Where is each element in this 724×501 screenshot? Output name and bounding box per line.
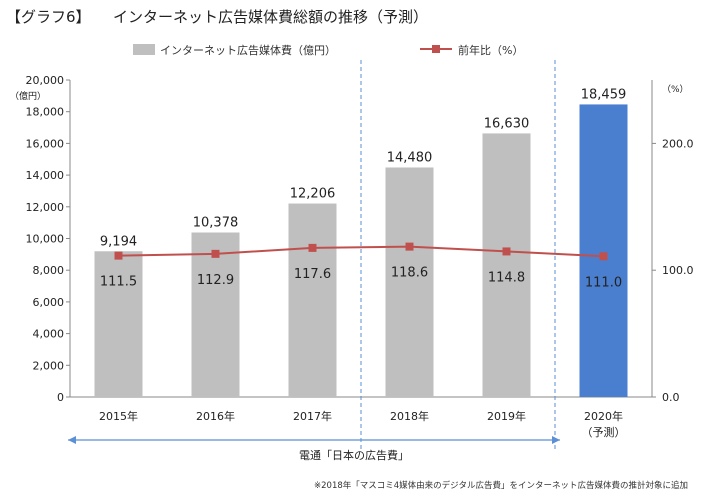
y-left-tick-label: 8,000 bbox=[33, 264, 65, 277]
bar bbox=[94, 251, 143, 397]
category-sublabel: （予測） bbox=[582, 425, 626, 439]
bar-value-label: 9,194 bbox=[100, 234, 137, 249]
yoy-value-label: 118.6 bbox=[391, 266, 428, 281]
bar bbox=[482, 133, 531, 398]
y-right-tick-label: 100.0 bbox=[662, 264, 694, 277]
legend-line-marker bbox=[432, 45, 440, 53]
y-left-tick-label: 4,000 bbox=[33, 328, 65, 341]
yoy-marker bbox=[211, 249, 220, 258]
bar-value-label: 16,630 bbox=[484, 116, 530, 131]
yoy-value-label: 114.8 bbox=[488, 270, 525, 285]
yoy-marker bbox=[599, 252, 608, 261]
y-left-tick-label: 6,000 bbox=[33, 296, 65, 309]
legend-line-label: 前年比（%） bbox=[458, 43, 523, 57]
category-label: 2019年 bbox=[487, 409, 526, 423]
y-left-tick-label: 0 bbox=[57, 391, 64, 404]
category-label: 2017年 bbox=[293, 409, 332, 423]
y-left-tick-label: 2,000 bbox=[33, 359, 65, 372]
yoy-value-label: 117.6 bbox=[294, 267, 331, 282]
bar-value-label: 14,480 bbox=[387, 150, 433, 165]
bar bbox=[579, 104, 628, 397]
category-label: 2020年 bbox=[584, 409, 623, 423]
category-label: 2016年 bbox=[196, 409, 235, 423]
yoy-line bbox=[118, 245, 604, 258]
yoy-value-label: 111.5 bbox=[100, 275, 137, 290]
y-right-unit: （%） bbox=[662, 84, 689, 95]
y-right-tick-label: 200.0 bbox=[662, 137, 694, 150]
yoy-marker bbox=[502, 247, 511, 256]
legend-bar-label: インターネット広告媒体費（億円） bbox=[160, 43, 336, 57]
y-left-tick-label: 10,000 bbox=[26, 233, 65, 246]
arrow-head-left bbox=[68, 436, 76, 444]
category-label: 2018年 bbox=[390, 409, 429, 423]
y-left-tick-label: 16,000 bbox=[26, 137, 65, 150]
yoy-value-label: 112.9 bbox=[197, 273, 234, 288]
y-left-tick-label: 14,000 bbox=[26, 169, 65, 182]
bar bbox=[288, 203, 337, 397]
arrow-head-right bbox=[552, 436, 560, 444]
y-left-tick-label: 18,000 bbox=[26, 106, 65, 119]
y-left-tick-label: 20,000 bbox=[26, 74, 65, 87]
chart-title: 【グラフ6】 インターネット広告媒体費総額の推移（予測） bbox=[6, 8, 429, 26]
bar-value-label: 10,378 bbox=[193, 216, 239, 231]
source-label: 電通「日本の広告費」 bbox=[299, 448, 409, 462]
category-label: 2015年 bbox=[99, 409, 138, 423]
bar bbox=[191, 232, 240, 397]
bar-value-label: 18,459 bbox=[581, 87, 627, 102]
yoy-marker bbox=[308, 243, 317, 252]
bar bbox=[385, 167, 434, 397]
y-left-unit: （億円） bbox=[10, 90, 46, 102]
footnote: ※2018年「マスコミ4媒体由来のデジタル広告費」をインターネット広告媒体費の推… bbox=[314, 481, 688, 491]
y-left-tick-label: 12,000 bbox=[26, 201, 65, 214]
yoy-marker bbox=[405, 242, 414, 251]
y-right-tick-label: 0.0 bbox=[662, 391, 680, 404]
bar-value-label: 12,206 bbox=[290, 187, 336, 202]
yoy-value-label: 111.0 bbox=[585, 275, 622, 290]
yoy-marker bbox=[114, 251, 123, 260]
legend-bar-swatch bbox=[133, 44, 155, 55]
